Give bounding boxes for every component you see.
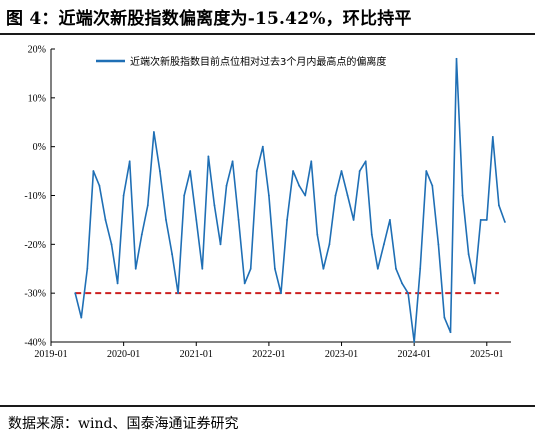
data-point	[352, 219, 355, 221]
legend: 近端次新股指数目前点位相对过去3个月内最高点的偏离度	[96, 55, 386, 68]
data-point	[159, 170, 161, 172]
data-point	[104, 219, 107, 221]
data-point	[116, 282, 119, 285]
data-point	[467, 253, 470, 256]
data-point	[425, 170, 428, 172]
data-point	[261, 145, 264, 148]
data-point	[140, 233, 143, 236]
data-point	[152, 131, 155, 133]
data-point	[128, 160, 131, 163]
data-point	[177, 292, 180, 295]
data-point	[376, 267, 379, 270]
data-point	[364, 160, 367, 163]
data-point	[213, 204, 216, 207]
data-point	[449, 331, 452, 334]
axes: 20% 10% 0% -10% -20% -30% -40%2019-01 2020-01 20…	[24, 45, 511, 360]
series-group	[74, 57, 506, 343]
data-point	[473, 282, 476, 285]
data-point	[310, 160, 313, 163]
data-point	[389, 219, 391, 221]
data-point	[146, 204, 149, 207]
data-point	[267, 194, 270, 197]
y-tick-label: -10%	[24, 191, 46, 202]
data-point	[461, 194, 464, 197]
y-tick-label: 20%	[28, 45, 46, 56]
bottom-rule	[0, 405, 535, 407]
data-point	[274, 267, 276, 270]
x-tick-label: 2024-01	[397, 349, 430, 360]
data-point	[243, 282, 246, 285]
data-point	[370, 233, 373, 236]
data-point	[479, 219, 482, 221]
data-point	[165, 219, 167, 221]
data-point	[298, 184, 301, 187]
data-point	[74, 292, 77, 295]
data-point	[401, 282, 403, 285]
data-point	[237, 219, 240, 221]
data-point	[395, 267, 397, 270]
data-point	[437, 243, 440, 246]
data-point	[134, 267, 137, 270]
data-point	[316, 233, 319, 236]
data-point	[219, 243, 222, 246]
x-tick-label: 2019-01	[34, 349, 67, 360]
x-tick-label: 2025-01	[470, 349, 503, 360]
data-point	[110, 243, 113, 246]
data-point	[485, 219, 488, 221]
data-point	[195, 219, 198, 221]
data-point	[334, 194, 337, 197]
data-point	[80, 316, 83, 319]
data-point	[280, 292, 282, 295]
data-point	[328, 243, 331, 246]
data-point	[491, 136, 494, 138]
y-tick-label: -20%	[24, 240, 46, 251]
x-tick-label: 2021-01	[180, 349, 213, 360]
data-point	[92, 170, 95, 172]
data-point	[455, 57, 458, 60]
data-point	[255, 170, 258, 172]
legend-label: 近端次新股指数目前点位相对过去3个月内最高点的偏离度	[130, 55, 386, 68]
data-point	[419, 267, 422, 270]
data-point	[98, 184, 101, 187]
y-tick-label: -40%	[24, 338, 46, 349]
data-point	[292, 170, 295, 172]
data-point	[122, 194, 125, 197]
y-tick-label: 0%	[33, 142, 46, 153]
y-tick-label: 10%	[28, 93, 46, 104]
data-point	[86, 267, 89, 270]
data-point	[201, 267, 204, 270]
x-tick-label: 2022-01	[252, 349, 285, 360]
data-point	[431, 184, 434, 187]
data-point	[304, 194, 307, 197]
data-point	[504, 221, 506, 223]
y-tick-label: -30%	[24, 289, 46, 300]
data-point	[407, 292, 410, 295]
x-tick-label: 2020-01	[107, 349, 140, 360]
data-point	[231, 160, 234, 163]
data-point	[358, 170, 361, 172]
data-point	[382, 243, 385, 246]
data-point	[346, 194, 349, 197]
series-line	[74, 57, 506, 343]
x-tick-label: 2023-01	[325, 349, 358, 360]
data-point	[183, 194, 186, 197]
data-point	[340, 170, 343, 172]
chart-title: 图 4：近端次新股指数偏离度为-15.42%，环比持平	[6, 9, 412, 29]
data-point	[225, 184, 228, 187]
data-point	[443, 316, 446, 319]
data-point	[171, 253, 173, 256]
data-point	[189, 170, 192, 172]
data-point	[413, 341, 416, 343]
data-point	[286, 219, 288, 221]
data-point	[249, 267, 252, 270]
title-rule	[0, 33, 535, 35]
data-point	[497, 204, 500, 207]
source-note: 数据来源：wind、国泰海通证券研究	[8, 416, 239, 432]
data-point	[207, 155, 210, 158]
data-point	[322, 267, 325, 270]
